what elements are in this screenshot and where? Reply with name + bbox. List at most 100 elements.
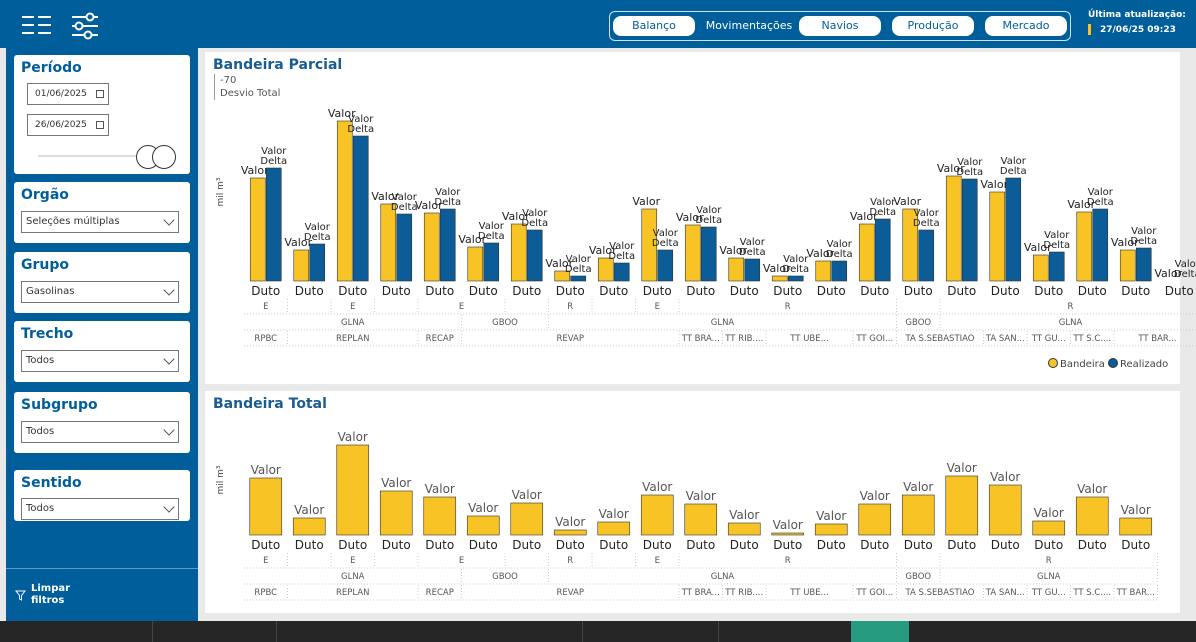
bar-bandeira [1119,517,1153,536]
x-tick-label: Duto [730,538,759,552]
x-group-label-terminal: TT BAR... [1116,588,1155,598]
taskbar-active-app[interactable] [851,621,909,642]
subgrupo-dropdown[interactable]: Todos [21,421,179,443]
data-label: Delta [956,167,983,178]
tab-movimentacoes[interactable]: Movimentações [705,19,793,32]
bar-bandeira [1032,254,1049,282]
filter-title: Subgrupo [21,397,98,413]
bar-realizado [787,275,804,282]
filter-sidebar: Período 01/06/2025 26/06/2025 Orgão Sele… [6,48,198,621]
filter-settings-icon[interactable] [70,11,100,41]
trecho-dropdown[interactable]: Todos [21,350,179,372]
bar-realizado [309,243,326,282]
x-group-label-grupo: GLNA [341,572,365,582]
data-label: Valor [740,237,766,248]
sentido-dropdown[interactable]: Todos [21,498,179,520]
data-label: Valor [980,178,1008,191]
grupo-dropdown[interactable]: Gasolinas [21,281,179,303]
clear-filters-label: Limpar filtros [31,583,71,606]
x-tick-label: Duto [1121,284,1150,298]
filter-grupo: Grupo Gasolinas [14,252,190,313]
data-label: Valor [773,518,803,532]
data-label: Valor [1024,241,1052,254]
x-group-label-terminal: RECAP [426,588,454,598]
bar-realizado [1048,251,1065,282]
x-group-label-terminal: TT GOI... [855,588,893,598]
data-label: Valor [642,480,672,494]
bar-bandeira [1032,520,1066,536]
bar-bandeira [902,208,919,282]
x-tick-label: Duto [860,538,889,552]
data-label: Valor [294,503,324,517]
x-tick-label: Duto [556,538,585,552]
legend-item-bandeira[interactable]: Bandeira [1048,358,1105,370]
x-group-label-sentido: E [263,302,268,312]
last-update-marker [1088,24,1091,35]
bar-bandeira [814,523,848,536]
dropdown-value: Seleções múltiplas [26,216,120,227]
bandeira-parcial-chart: ValorValorDeltaDutoValorValorDeltaDutoVa… [241,107,1196,347]
data-label: Delta [652,238,679,249]
x-group-label-terminal: TT BRA... [681,334,720,344]
menu-icon[interactable] [22,14,52,36]
data-label: Valor [1131,226,1157,237]
chevron-down-icon [163,284,175,296]
x-group-label-sentido: R [567,302,573,312]
slider-handle-end[interactable] [152,145,176,169]
data-label: Valor [1088,187,1114,198]
x-group-label-grupo: GLNA [341,318,365,328]
bar-bandeira [597,521,631,536]
panel-bandeira-parcial: Bandeira Parcial -70 Desvio Total mil m³… [205,52,1196,384]
taskbar-separator [152,621,153,642]
data-label: Delta [1174,269,1196,280]
bar-realizado [918,229,935,282]
legend-item-realizado[interactable]: Realizado [1108,358,1168,370]
tab-balanco[interactable]: Balanço [613,16,695,36]
bar-bandeira [945,475,979,536]
x-tick-label: Duto [512,538,541,552]
date-range-slider[interactable] [38,155,143,157]
end-date-input[interactable]: 26/06/2025 [27,114,109,136]
filter-icon [14,590,27,601]
data-label: Valor [512,488,542,502]
x-tick-label: Duto [686,284,715,298]
chevron-down-icon [163,424,175,436]
start-date-input[interactable]: 01/06/2025 [27,83,109,105]
data-label: Delta [913,218,940,229]
x-group-label-sentido: E [655,302,660,312]
x-tick-label: Duto [338,284,367,298]
x-group-label-terminal: TA S.SEBASTIAO [904,588,974,598]
end-date-value: 26/06/2025 [35,120,87,130]
calendar-icon[interactable] [96,121,104,129]
x-group-label-grupo: GLNA [1059,318,1083,328]
data-label: Valor [870,197,896,208]
data-label: Delta [260,156,287,167]
data-label: Valor [903,480,933,494]
x-tick-label: Duto [947,284,976,298]
dropdown-value: Todos [26,503,55,514]
x-tick-label: Duto [991,284,1020,298]
orgao-dropdown[interactable]: Seleções múltiplas [21,211,179,233]
x-group-label-terminal: TT GU... [1031,334,1066,344]
bar-bandeira [989,191,1006,282]
data-label: Delta [739,247,766,258]
x-group-label-terminal: TT GOI... [855,334,893,344]
x-group-label-sentido: R [1068,302,1074,312]
data-label: Valor [632,195,660,208]
x-group-label-terminal: TA SAN... [985,334,1025,344]
x-group-label-grupo: GBOO [905,572,931,582]
tab-producao[interactable]: Produção [892,16,974,36]
x-tick-label: Duto [1078,284,1107,298]
bar-bandeira [641,208,658,282]
panel-bandeira-total: Bandeira Total mil m³ Valor Duto Valor Duto… [205,391,1180,613]
x-tick-label: Duto [469,538,498,552]
filter-title: Sentido [21,475,82,491]
x-group-label-sentido: E [655,556,660,566]
tab-mercado[interactable]: Mercado [985,16,1067,36]
x-tick-label: Duto [599,538,628,552]
calendar-icon[interactable] [96,90,104,98]
data-label: Delta [608,251,635,262]
data-label: Valor [1175,259,1196,270]
tab-navios[interactable]: Navios [799,16,881,36]
x-tick-label: Duto [904,284,933,298]
